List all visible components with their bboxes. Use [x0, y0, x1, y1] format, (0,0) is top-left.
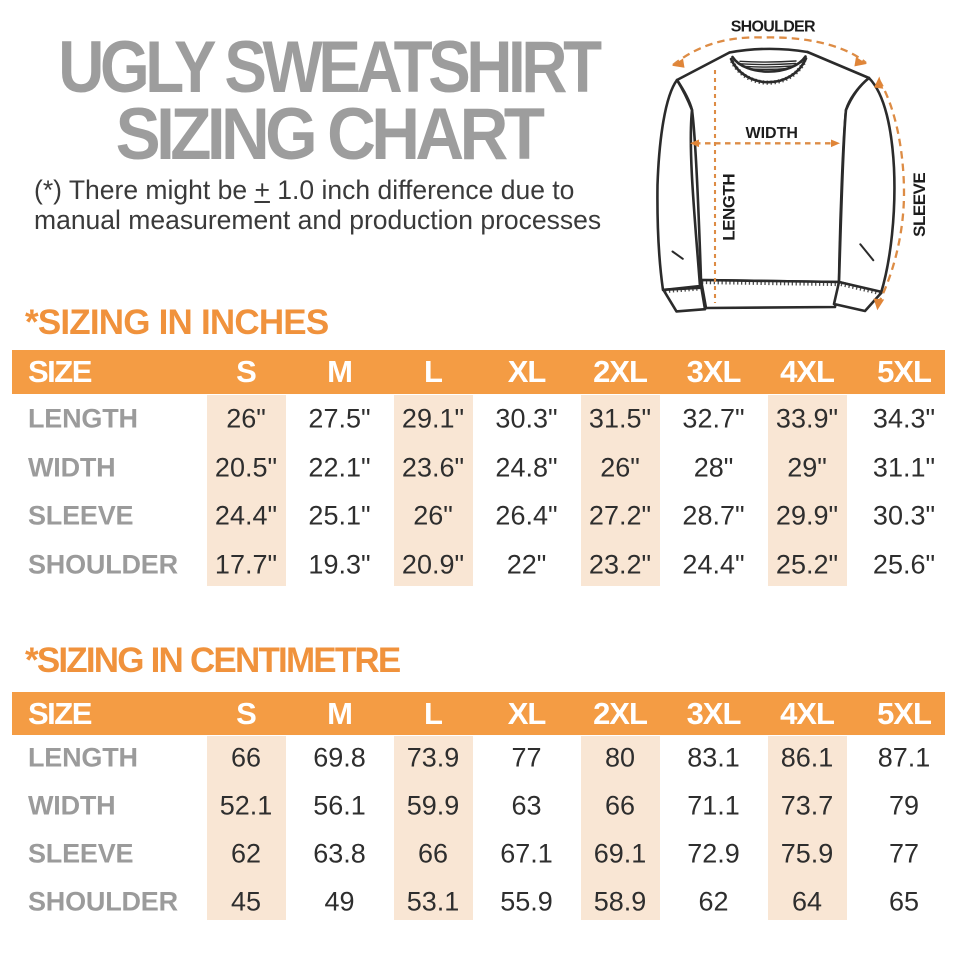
svg-text:LENGTH: LENGTH [719, 174, 738, 241]
svg-text:WIDTH: WIDTH [745, 125, 797, 142]
svg-text:SHOULDER: SHOULDER [731, 19, 816, 36]
svg-text:SLEEVE: SLEEVE [910, 173, 929, 237]
